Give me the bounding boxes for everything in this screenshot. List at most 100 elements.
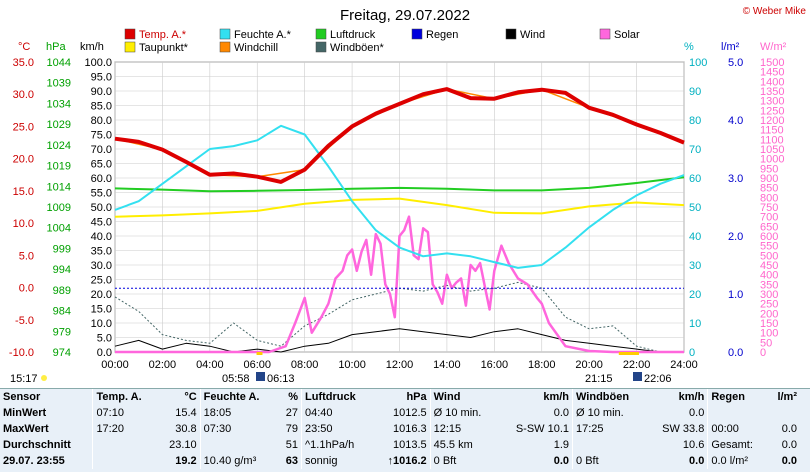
col-sensor: Sensor: [3, 391, 41, 403]
col-pressure: Luftdruck: [301, 389, 374, 405]
y-tick-label: 30: [689, 260, 701, 272]
legend-swatch: [124, 28, 136, 40]
y-tick-label: 60: [689, 173, 701, 185]
axis-label-lm2: l/m²: [721, 41, 740, 53]
y-tick-label: 950: [760, 163, 778, 175]
y-tick-label: 1004: [47, 223, 71, 235]
x-tick-label: 12:00: [386, 359, 414, 371]
legend-swatch: [315, 41, 327, 53]
x-tick-label: 04:00: [196, 359, 224, 371]
y-tick-label: 2.0: [728, 231, 743, 243]
y-tick-label: 50: [760, 337, 772, 349]
y-tick-label: 55.0: [91, 188, 112, 200]
y-tick-label: 80: [689, 115, 701, 127]
y-tick-label: 1050: [760, 144, 784, 156]
y-tick-label: 1034: [47, 98, 71, 110]
y-tick-label: 1039: [47, 78, 71, 90]
y-tick-label: 600: [760, 231, 778, 243]
y-tick-label: 999: [53, 243, 71, 255]
y-tick-label: 650: [760, 221, 778, 233]
col-gust: Windböen: [572, 389, 647, 405]
y-tick-label: 5.0: [97, 333, 112, 345]
y-tick-label: 750: [760, 202, 778, 214]
table-cell: [92, 453, 158, 469]
table-cell: [572, 437, 647, 453]
y-tick-label: 1100: [760, 134, 784, 146]
y-tick-label: 0.0: [728, 347, 743, 359]
legend-swatch: [505, 28, 517, 40]
table-cell: ↑1016.2: [387, 455, 427, 467]
table-cell: 27: [285, 407, 299, 419]
table-cell: 17:20: [92, 421, 158, 437]
y-tick-label: 15.0: [13, 186, 34, 198]
y-tick-label: 10: [689, 318, 701, 330]
credit-text: © Weber Mike: [743, 6, 807, 17]
y-tick-label: 150: [760, 318, 778, 330]
y-tick-label: 1450: [760, 67, 784, 79]
col-wind: Wind: [429, 389, 498, 405]
table-cell: 04:40: [301, 405, 374, 421]
y-tick-label: 0: [760, 347, 766, 359]
row-label: MinWert: [3, 407, 47, 419]
table-cell: 0.0: [781, 455, 797, 467]
table-cell: Ø 10 min.: [572, 405, 647, 421]
col-humidity-unit: %: [288, 391, 299, 403]
y-tick-label: 200: [760, 308, 778, 320]
series-line-tempa: [114, 87, 685, 184]
legend-swatch: [124, 41, 136, 53]
y-tick-label: 4.0: [728, 115, 743, 127]
col-pressure-unit: hPa: [406, 391, 427, 403]
sunrise-time: 05:58: [222, 373, 250, 385]
table-cell: sonnig: [301, 453, 374, 469]
table-cell: 19.2: [175, 455, 197, 467]
y-tick-label: 1.0: [728, 289, 743, 301]
y-tick-label: 1300: [760, 96, 784, 108]
y-tick-label: 1009: [47, 202, 71, 214]
x-tick-label: 18:00: [528, 359, 556, 371]
legend-label: Taupunkt*: [139, 42, 189, 54]
y-tick-label: 1500: [760, 57, 784, 69]
table-cell: [707, 405, 768, 421]
y-tick-label: 450: [760, 260, 778, 272]
x-tick-label: 24:00: [670, 359, 698, 371]
y-tick-label: 850: [760, 183, 778, 195]
y-tick-label: 65.0: [91, 159, 112, 171]
col-temp: Temp. A.: [92, 389, 158, 405]
legend-swatch: [599, 28, 611, 40]
axis-label-pct: %: [684, 41, 694, 53]
table-cell: 45.5 km: [429, 437, 498, 453]
y-tick-label: 400: [760, 270, 778, 282]
table-cell: 1013.5: [392, 439, 427, 451]
sunset-icon: [633, 372, 642, 381]
table-cell: 0.0 l/m²: [707, 453, 768, 469]
table-cell: 1012.5: [392, 407, 427, 419]
legend-swatch: [219, 28, 231, 40]
table-cell: 0 Bft: [429, 453, 498, 469]
legend-label: Wind: [520, 29, 545, 41]
axis-label-kmh: km/h: [80, 41, 104, 53]
y-tick-label: 0: [689, 347, 695, 359]
y-tick-label: 40: [689, 231, 701, 243]
legend-label: Windchill: [234, 42, 278, 54]
y-tick-label: 300: [760, 289, 778, 301]
table-cell: 10.6: [682, 439, 705, 451]
row-label: Durchschnitt: [3, 439, 71, 451]
x-tick-label: 10:00: [338, 359, 366, 371]
y-tick-label: 994: [53, 264, 71, 276]
sunrise-icon: [256, 372, 265, 381]
table-cell: ^1.1hPa/h: [301, 437, 374, 453]
table-cell: 23:50: [301, 421, 374, 437]
series-line-wind: [114, 328, 684, 353]
x-tick-label: 06:00: [243, 359, 271, 371]
legend-label: Luftdruck: [330, 29, 376, 41]
table-cell: 07:30: [199, 421, 279, 437]
table-cell: 0.0: [689, 407, 705, 419]
table-cell: 0.0: [781, 423, 797, 435]
y-tick-label: 85.0: [91, 101, 112, 113]
col-rain-unit: l/m²: [777, 391, 797, 403]
row-label: 29.07. 23:55: [3, 455, 65, 467]
table-cell: 0.0: [781, 439, 797, 451]
table-cell: 79: [285, 423, 299, 435]
table-cell: 15.4: [175, 407, 197, 419]
y-tick-label: 1000: [760, 154, 784, 166]
